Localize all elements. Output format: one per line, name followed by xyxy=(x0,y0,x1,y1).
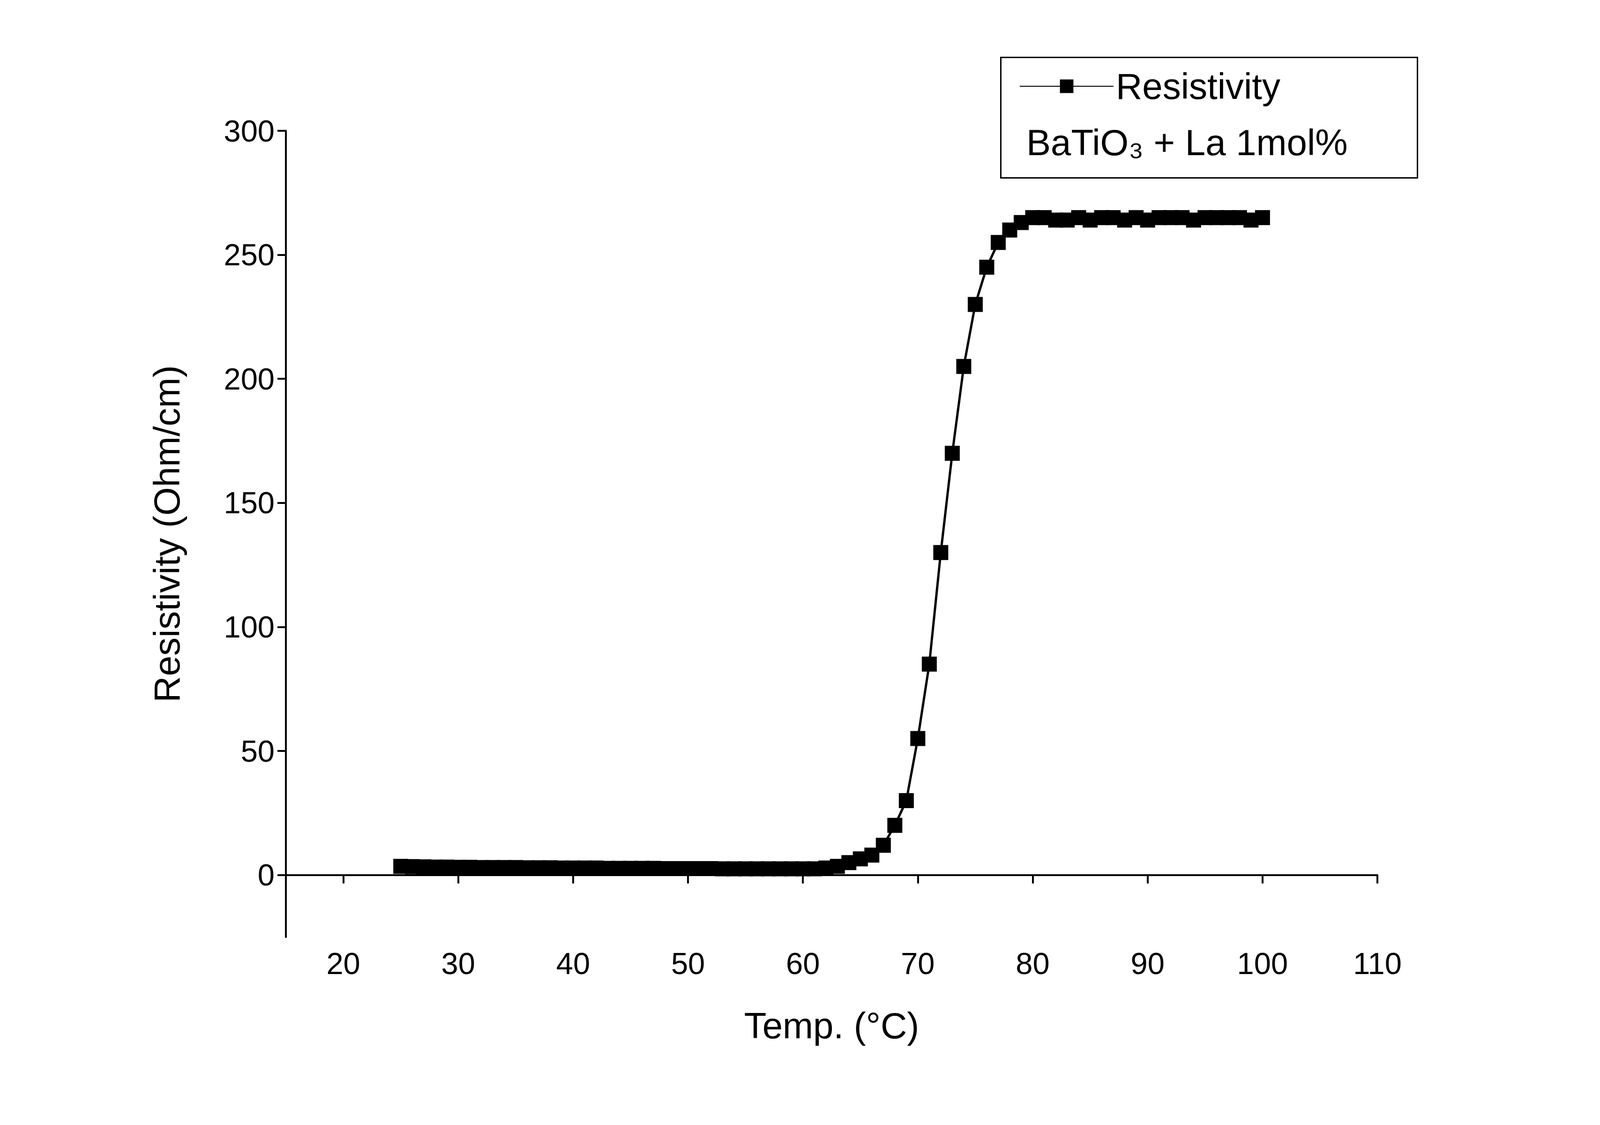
svg-text:80: 80 xyxy=(1015,946,1050,981)
svg-text:BaTiO₃ + La 1mol%: BaTiO₃ + La 1mol% xyxy=(1026,121,1348,164)
svg-text:40: 40 xyxy=(556,946,591,981)
svg-text:50: 50 xyxy=(671,946,705,981)
svg-text:100: 100 xyxy=(1237,946,1288,981)
svg-text:Temp. (°C): Temp. (°C) xyxy=(744,1004,920,1047)
svg-text:200: 200 xyxy=(224,361,275,397)
svg-text:110: 110 xyxy=(1353,946,1402,981)
svg-text:250: 250 xyxy=(224,237,275,272)
svg-text:Resistivity (Ohm/cm): Resistivity (Ohm/cm) xyxy=(146,365,188,703)
svg-text:70: 70 xyxy=(900,946,935,981)
svg-text:150: 150 xyxy=(224,485,275,520)
svg-text:0: 0 xyxy=(257,857,275,892)
svg-text:60: 60 xyxy=(785,946,820,981)
svg-text:30: 30 xyxy=(441,946,476,981)
svg-text:300: 300 xyxy=(224,113,275,149)
svg-text:90: 90 xyxy=(1130,946,1165,981)
svg-text:20: 20 xyxy=(326,946,360,981)
svg-text:100: 100 xyxy=(224,609,275,644)
svg-text:50: 50 xyxy=(240,733,275,769)
svg-text:Resistivity: Resistivity xyxy=(1115,65,1281,107)
